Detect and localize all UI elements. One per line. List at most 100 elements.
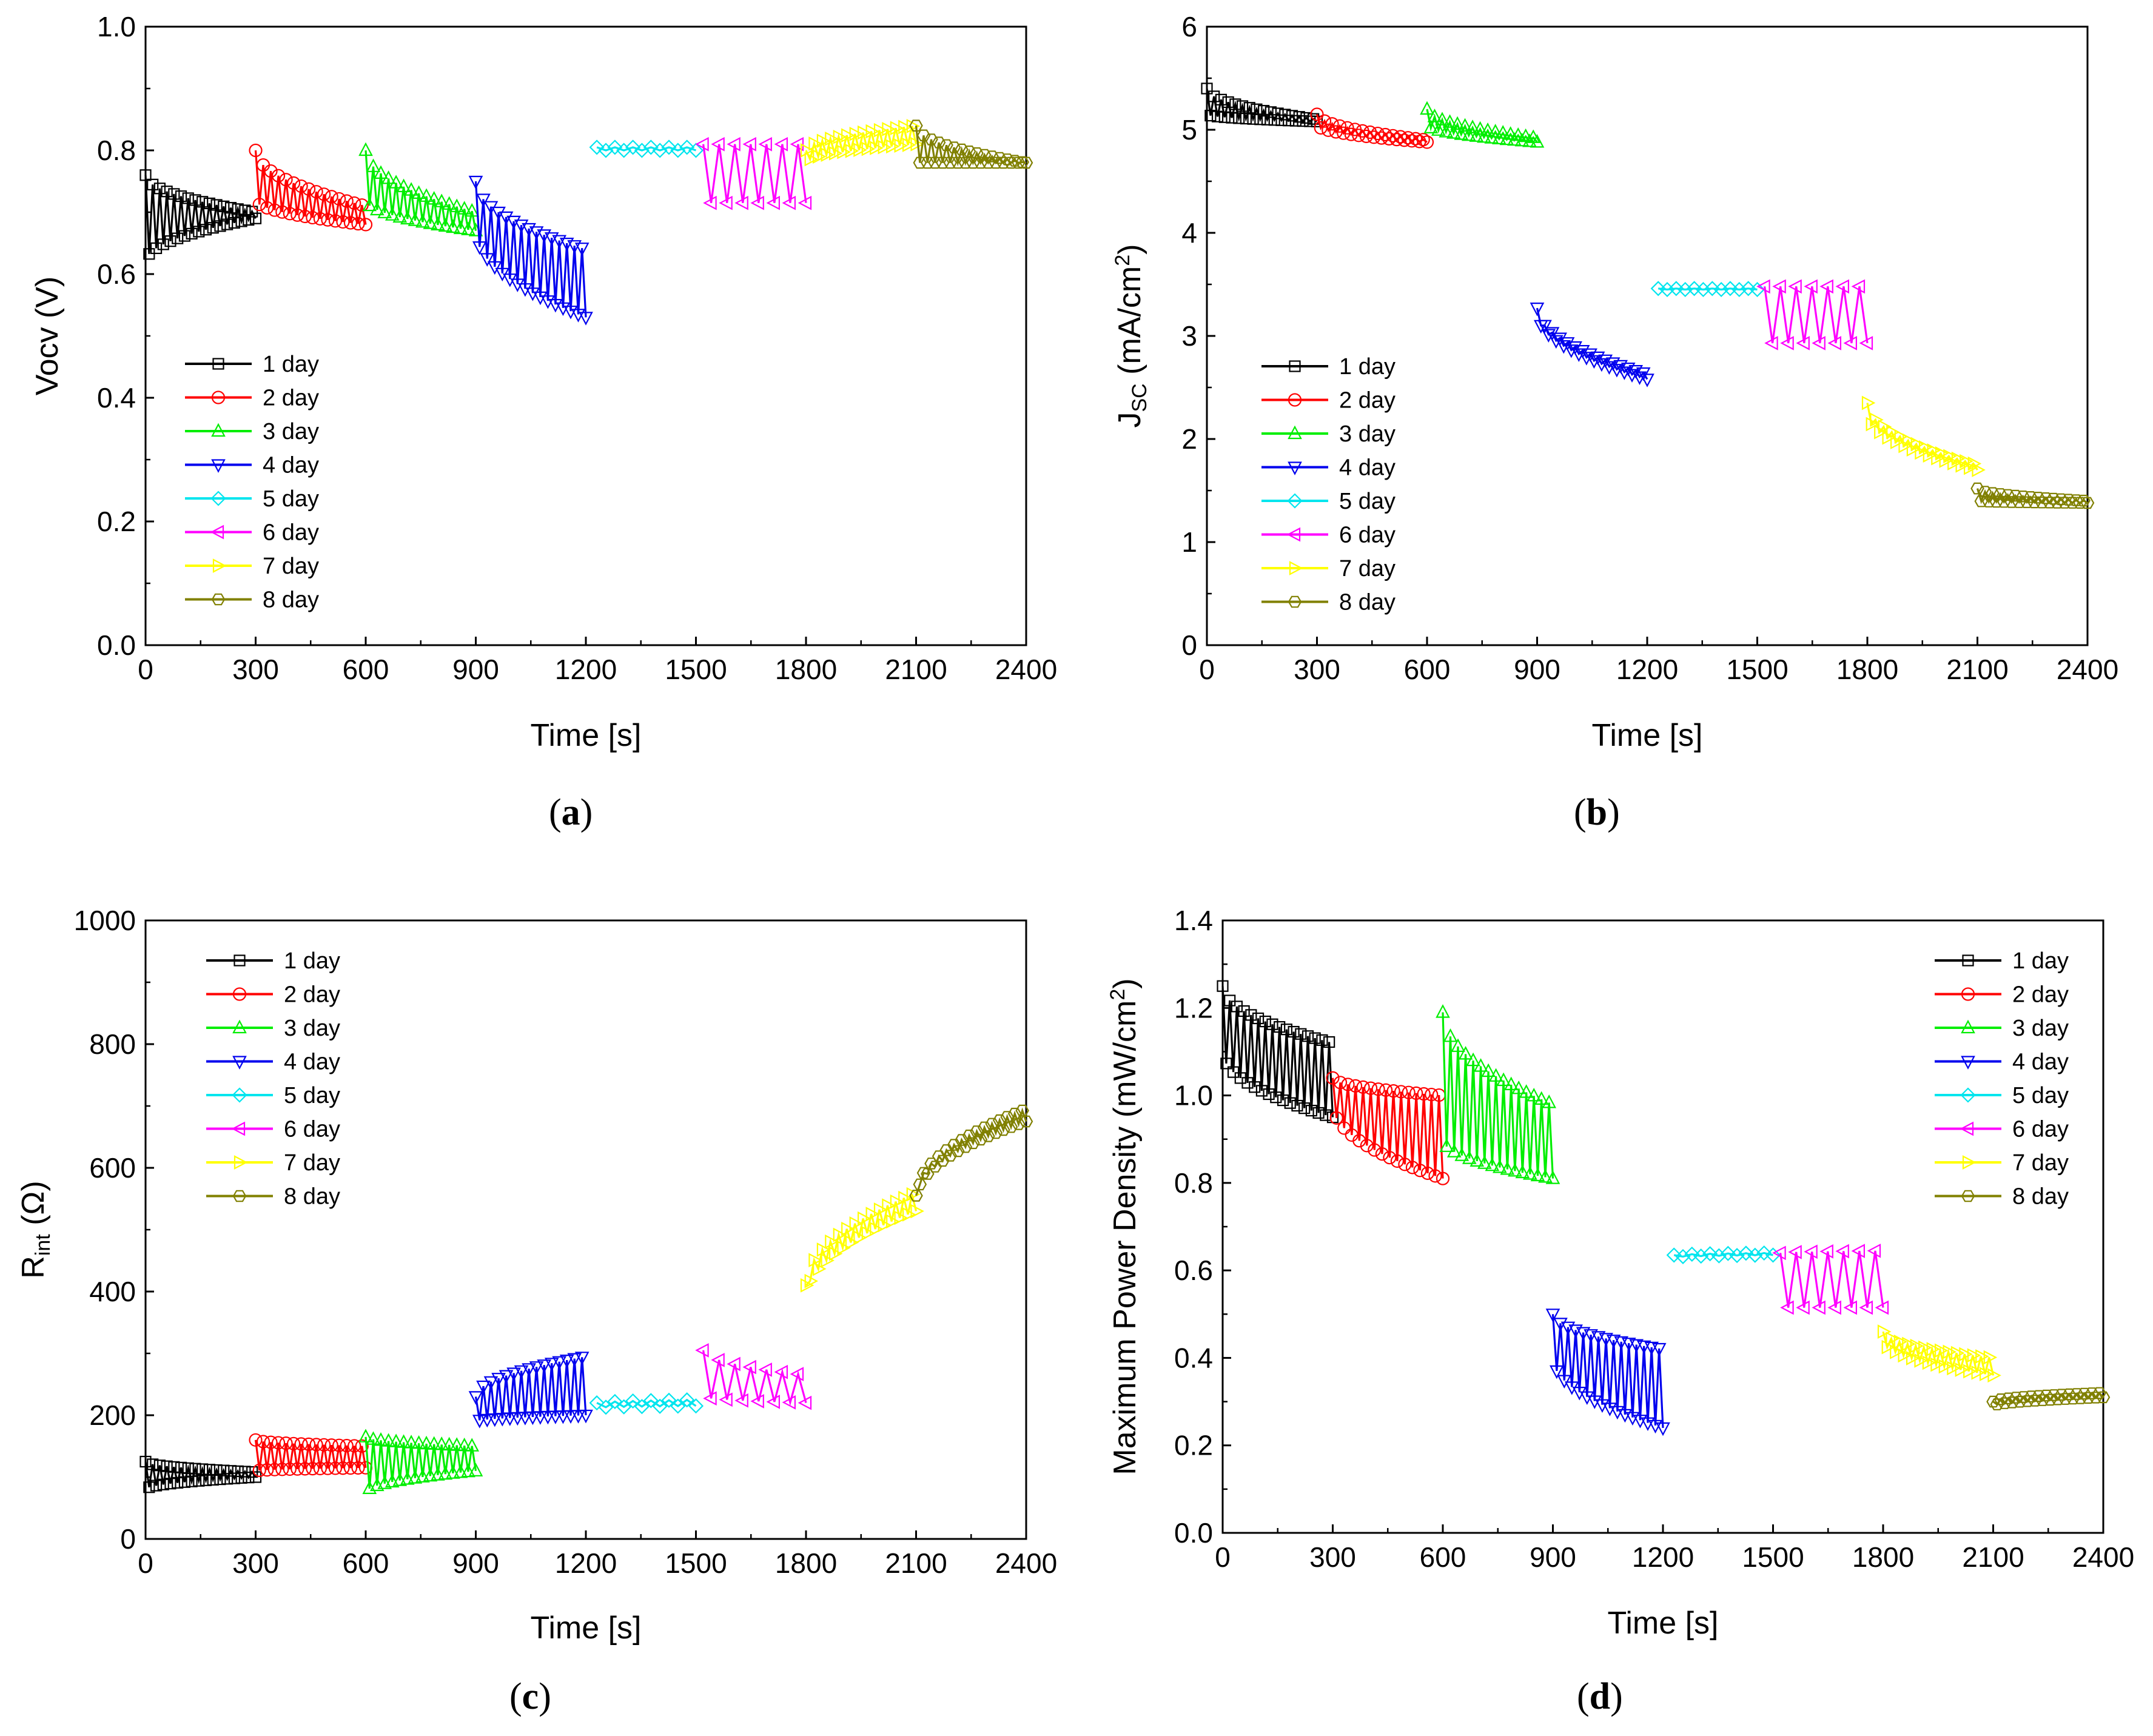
data-point (2062, 1388, 2076, 1401)
data-point (275, 205, 289, 219)
data-point (1898, 1348, 1912, 1363)
data-point (1425, 1087, 1439, 1102)
x-tick-label: 1800 (1836, 654, 1898, 685)
y-tick-label: 0.4 (97, 382, 136, 414)
data-point (890, 121, 904, 136)
x-axis-title-d: Time [s] (1608, 1606, 1719, 1641)
data-point (369, 201, 385, 216)
data-point (1542, 1094, 1557, 1108)
data-point (147, 1458, 159, 1470)
series-line (1882, 1331, 1995, 1376)
data-point (1874, 424, 1888, 440)
data-point (1420, 1166, 1435, 1180)
data-point (396, 1434, 411, 1448)
data-point (1431, 122, 1446, 136)
data-point (1341, 1077, 1355, 1091)
data-point (348, 196, 361, 210)
data-point (1224, 994, 1236, 1007)
data-point (1398, 1158, 1412, 1171)
data-point (1910, 1338, 1924, 1353)
data-point (878, 1218, 892, 1233)
data-point (1405, 1161, 1420, 1175)
data-point (996, 156, 1010, 169)
data-point (392, 209, 408, 223)
data-point (157, 238, 169, 250)
data-point (2074, 1392, 2088, 1404)
data-point (890, 1194, 904, 1209)
legend-label: 1 day (2012, 948, 2069, 974)
data-point (910, 1204, 924, 1219)
data-point (695, 136, 709, 152)
legend-item: 5 day (185, 486, 319, 512)
data-point (221, 1473, 233, 1485)
data-point (1428, 1169, 1442, 1183)
legend-marker (1288, 595, 1302, 608)
data-point (249, 1433, 263, 1447)
x-tick-label: 600 (1404, 654, 1451, 685)
data-point (385, 207, 400, 221)
legend-item: 7 day (1935, 1150, 2069, 1176)
data-point (537, 1359, 552, 1373)
data-point (1439, 124, 1454, 138)
data-point (2061, 494, 2075, 506)
x-tick-label: 1500 (665, 654, 727, 685)
x-tick-label: 300 (232, 654, 279, 685)
data-point (1943, 449, 1957, 464)
legend-item: 1 day (185, 352, 319, 377)
data-point (1348, 1079, 1363, 1093)
series-4-day (1545, 1309, 1670, 1436)
legend-item: 1 day (1935, 948, 2069, 974)
data-point (1295, 1028, 1307, 1040)
y-tick-label: 1.4 (1174, 905, 1213, 936)
data-point (1222, 96, 1234, 109)
data-point (711, 1353, 725, 1367)
data-point (2047, 1389, 2061, 1401)
data-point (679, 139, 695, 155)
series-line (1551, 1314, 1664, 1428)
series-line (474, 1357, 587, 1421)
data-point (1636, 1340, 1651, 1355)
axis-ticks-c: 0 300 600 900 1200 1500 1800 2100 2400 0 200 400 600… (74, 905, 1058, 1579)
legend-item: 3 day (1261, 421, 1396, 447)
data-point (267, 203, 281, 217)
y-tick-label: 0.0 (1174, 1517, 1213, 1549)
data-point (249, 212, 262, 224)
data-point (1375, 1147, 1389, 1161)
data-point (246, 206, 258, 218)
data-point (870, 141, 884, 155)
data-point (973, 156, 988, 169)
data-point (1243, 102, 1255, 114)
legend-item: 3 day (185, 419, 319, 444)
data-point (1473, 1058, 1488, 1072)
data-point (232, 1465, 244, 1477)
axis-ticks-d: 0 300 600 900 1200 1500 1800 2100 2400 0.0 0.2 0.4 0… (1174, 905, 2134, 1573)
y-title-close-b: ) (1112, 244, 1147, 254)
data-point (1457, 118, 1473, 132)
data-point (351, 216, 365, 231)
data-point (616, 1399, 632, 1415)
data-point (913, 156, 927, 169)
data-point (196, 196, 209, 208)
data-point (574, 1352, 589, 1366)
data-point (882, 122, 896, 136)
data-point (1749, 281, 1765, 298)
data-point (2031, 491, 2045, 504)
legend-item: 8 day (1261, 590, 1396, 615)
data-point (1923, 448, 1937, 463)
legend-label: 5 day (263, 486, 319, 512)
data-point (389, 175, 403, 189)
data-point (1711, 1248, 1727, 1264)
data-point (1870, 412, 1884, 427)
data-point (688, 1398, 704, 1414)
series-7-day (1861, 395, 1986, 477)
legend-label: 3 day (2012, 1016, 2069, 1041)
data-point (291, 1462, 304, 1476)
data-point (453, 1464, 468, 1478)
data-point (813, 149, 827, 164)
data-point (298, 1462, 312, 1476)
data-point (2069, 494, 2083, 506)
data-point (1640, 374, 1654, 387)
data-point (1931, 451, 1945, 466)
legend-marker (210, 491, 226, 506)
legend-item: 2 day (185, 386, 319, 411)
